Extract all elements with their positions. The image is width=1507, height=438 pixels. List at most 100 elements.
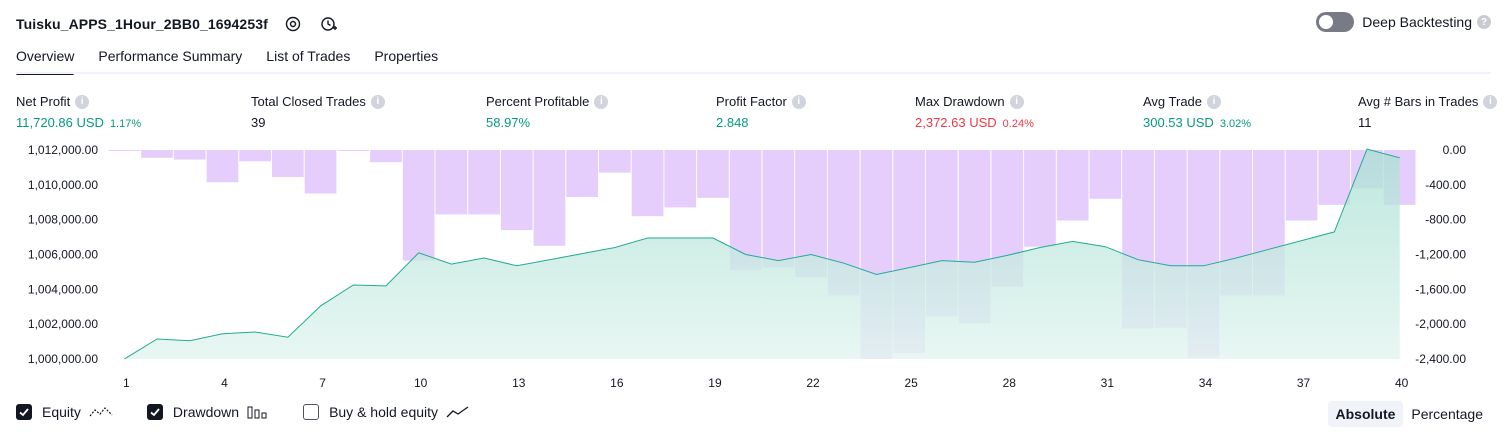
x-axis-tick: 19	[708, 376, 722, 390]
strategy-title: Tuisku_APPS_1Hour_2BB0_1694253f	[16, 16, 268, 32]
left-axis-tick: 1,010,000.00	[28, 178, 98, 192]
metric-profit-factor: Profit Factor i 2.848	[716, 94, 806, 130]
drawdown-bar	[599, 150, 631, 173]
x-axis-tick: 7	[319, 376, 326, 390]
left-axis-tick: 1,006,000.00	[28, 248, 98, 262]
buy-hold-line-icon	[446, 405, 470, 419]
metric-value: 2.848	[716, 115, 749, 130]
drawdown-bar	[697, 150, 729, 198]
equity-checkbox[interactable]	[16, 404, 32, 420]
info-icon[interactable]: i	[370, 94, 385, 109]
metric-label: Profit Factor	[716, 94, 787, 109]
legend-equity-label: Equity	[42, 404, 81, 420]
drawdown-bar	[402, 150, 435, 261]
drawdown-bar	[108, 150, 141, 151]
legend-drawdown-label: Drawdown	[172, 404, 240, 420]
x-axis-tick: 28	[1003, 376, 1017, 390]
strategy-header: Tuisku_APPS_1Hour_2BB0_1694253f	[16, 10, 340, 38]
metric-label: Total Closed Trades	[251, 94, 366, 109]
equity-line-icon	[89, 405, 113, 419]
left-axis-tick: 1,002,000.00	[28, 317, 98, 331]
left-axis-tick: 1,000,000.00	[28, 352, 98, 366]
tab-divider	[16, 72, 1491, 74]
deep-backtesting-label: Deep Backtesting	[1362, 14, 1472, 30]
drawdown-bar	[762, 150, 795, 268]
metric-label: Net Profit	[16, 94, 71, 109]
left-axis-tick: 1,012,000.00	[28, 143, 98, 157]
info-icon[interactable]: i	[1483, 94, 1498, 109]
add-alert-icon[interactable]	[318, 13, 340, 35]
metric-label: Percent Profitable	[486, 94, 590, 109]
info-icon[interactable]: i	[791, 94, 806, 109]
metric-percent: 1.17%	[109, 118, 142, 130]
drawdown-bars-icon	[247, 405, 269, 419]
x-axis-tick: 16	[610, 376, 624, 390]
metric-percent: 0.24%	[1002, 118, 1034, 130]
percentage-button[interactable]: Percentage	[1411, 406, 1483, 422]
metric-value: 11,720.86 USD	[16, 115, 104, 130]
tab-overview[interactable]: Overview	[16, 48, 75, 75]
x-axis-tick: 10	[414, 376, 428, 390]
tab-list-of-trades[interactable]: List of Trades	[266, 48, 351, 64]
help-icon[interactable]: ?	[1477, 15, 1491, 29]
deep-backtesting-control: Deep Backtesting ?	[1316, 12, 1491, 32]
drawdown-bar	[664, 150, 697, 208]
value-mode-toggle: Absolute Percentage	[1327, 401, 1492, 427]
drawdown-bar	[272, 150, 304, 177]
x-axis-tick: 4	[221, 376, 228, 390]
x-axis-tick: 1	[123, 376, 130, 390]
x-axis-tick: 22	[806, 376, 820, 390]
absolute-button[interactable]: Absolute	[1327, 401, 1404, 427]
drawdown-bar	[1318, 150, 1351, 205]
right-axis-tick: 0.00	[1443, 143, 1467, 157]
tab-bar: Overview Performance Summary List of Tra…	[16, 48, 462, 75]
right-axis-tick: -400.00	[1425, 178, 1466, 192]
deep-backtesting-toggle[interactable]	[1316, 12, 1355, 32]
metric-avg-trade: Avg Trade i 300.53 USD 3.02%	[1143, 94, 1251, 130]
drawdown-bar	[566, 150, 598, 198]
buy-hold-checkbox[interactable]	[303, 404, 320, 420]
drawdown-bar	[500, 150, 533, 231]
x-axis-tick: 34	[1199, 376, 1213, 390]
metric-value: 2,372.63 USD	[915, 115, 997, 130]
chart-legend: Equity Drawdown Buy & hold equity	[16, 404, 504, 420]
equity-area	[124, 149, 1400, 359]
info-icon[interactable]: i	[1009, 94, 1024, 109]
metric-value: 300.53 USD	[1143, 115, 1214, 130]
left-axis-tick: 1,008,000.00	[28, 213, 98, 227]
drawdown-bar	[1285, 150, 1318, 221]
legend-buy-hold[interactable]: Buy & hold equity	[303, 404, 470, 420]
drawdown-bar	[206, 150, 239, 183]
metric-value: 39	[251, 115, 266, 130]
metric-value: 11	[1358, 115, 1372, 130]
x-axis-tick: 31	[1101, 376, 1115, 390]
drawdown-bar	[1024, 150, 1056, 247]
x-axis-tick: 37	[1297, 376, 1311, 390]
metric-net-profit: Net Profit i 11,720.86 USD 1.17%	[16, 94, 141, 130]
drawdown-bar	[468, 150, 500, 215]
metric-total-closed-trades: Total Closed Trades i 39	[251, 94, 385, 130]
drawdown-checkbox[interactable]	[146, 404, 163, 420]
equity-drawdown-chart[interactable]: 1,012,000.00 1,010,000.00 1,008,000.00 1,00…	[0, 140, 1507, 395]
drawdown-bar	[1089, 150, 1122, 199]
legend-equity[interactable]: Equity	[16, 404, 113, 420]
drawdown-bar	[337, 150, 370, 151]
legend-drawdown[interactable]: Drawdown	[146, 404, 269, 420]
metric-max-drawdown: Max Drawdown i 2,372.63 USD 0.24%	[915, 94, 1034, 130]
info-icon[interactable]: i	[75, 94, 90, 109]
tab-performance-summary[interactable]: Performance Summary	[98, 48, 243, 64]
info-icon[interactable]: i	[594, 94, 609, 109]
drawdown-bar	[304, 150, 337, 194]
drawdown-bar	[533, 150, 566, 246]
settings-icon[interactable]	[282, 13, 304, 35]
right-axis-tick: -800.00	[1425, 213, 1466, 227]
right-axis-tick: -2,400.00	[1415, 352, 1466, 366]
x-axis-tick: 25	[904, 376, 918, 390]
info-icon[interactable]: i	[1207, 94, 1222, 109]
legend-buy-hold-label: Buy & hold equity	[329, 404, 439, 420]
tab-properties[interactable]: Properties	[374, 48, 439, 64]
metric-avg-bars: Avg # Bars in Trades i 11	[1358, 94, 1498, 130]
left-axis-tick: 1,004,000.00	[28, 282, 98, 296]
right-axis-tick: -1,200.00	[1415, 248, 1466, 262]
metric-value: 58.97%	[486, 115, 531, 130]
